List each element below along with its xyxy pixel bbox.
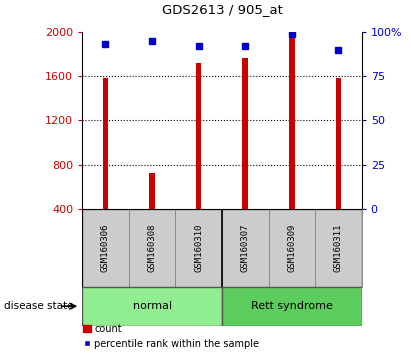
Bar: [82, 287, 222, 326]
Bar: [149, 173, 155, 209]
Text: GSM160308: GSM160308: [148, 224, 157, 272]
Bar: [82, 209, 129, 287]
Bar: [222, 287, 362, 326]
Bar: [222, 209, 268, 287]
Text: GSM160306: GSM160306: [101, 224, 110, 272]
Text: disease state: disease state: [4, 301, 74, 311]
Text: GSM160307: GSM160307: [241, 224, 250, 272]
Bar: [315, 209, 362, 287]
Legend: count, percentile rank within the sample: count, percentile rank within the sample: [79, 320, 263, 353]
Text: Rett syndrome: Rett syndrome: [251, 301, 333, 311]
Text: GSM160309: GSM160309: [287, 224, 296, 272]
Bar: [103, 78, 108, 209]
Bar: [175, 209, 222, 287]
Bar: [242, 58, 248, 209]
Text: GDS2613 / 905_at: GDS2613 / 905_at: [162, 3, 282, 16]
Text: GSM160311: GSM160311: [334, 224, 343, 272]
Text: normal: normal: [132, 301, 172, 311]
Text: GSM160310: GSM160310: [194, 224, 203, 272]
Bar: [289, 35, 295, 209]
Bar: [268, 209, 315, 287]
Bar: [196, 63, 201, 209]
Bar: [336, 78, 341, 209]
Bar: [129, 209, 175, 287]
